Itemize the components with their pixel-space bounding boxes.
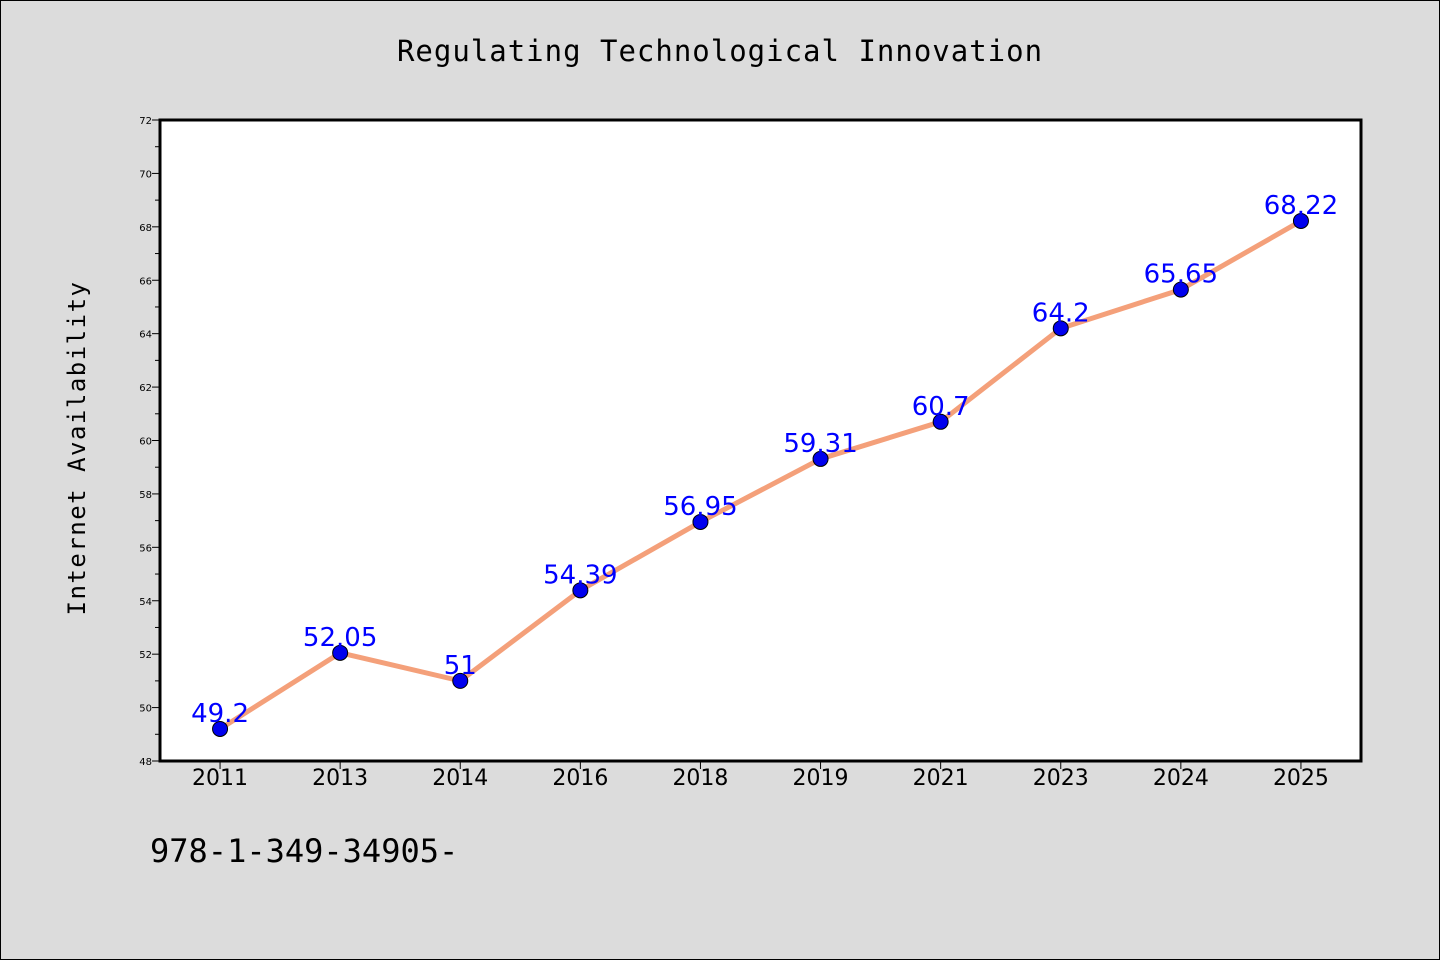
- data-labels: 49.2 52.05 51 54.39 56.95 59.31 60.7 64.2 65.65 6…: [191, 191, 1338, 729]
- data-label: 49.2: [191, 699, 249, 729]
- x-tick-label: 2019: [793, 766, 849, 791]
- data-label: 56.95: [663, 492, 737, 522]
- data-point: [212, 720, 229, 737]
- y-axis: 48 50 52 54 56 58 60 62 64 66 68 70 72: [139, 116, 160, 768]
- y-tick-label: 72: [139, 116, 152, 127]
- data-point: [1172, 281, 1189, 298]
- data-label: 51: [444, 651, 477, 681]
- chart-title: Regulating Technological Innovation: [396, 34, 1044, 68]
- y-tick-label: 66: [139, 276, 152, 287]
- plot-frame: [158, 118, 1363, 763]
- x-tick-label: 2024: [1153, 766, 1209, 791]
- data-label: 59.31: [783, 429, 857, 459]
- y-tick-label: 58: [139, 490, 152, 501]
- y-tick-label: 54: [139, 597, 152, 608]
- x-tick-label: 2018: [672, 766, 728, 791]
- data-label: 64.2: [1032, 298, 1090, 328]
- y-tick-label: 64: [139, 330, 152, 341]
- data-label: 65.65: [1144, 260, 1218, 290]
- x-tick-label: 2013: [312, 766, 368, 791]
- x-tick-label: 2014: [432, 766, 488, 791]
- y-tick-label: 52: [139, 650, 152, 661]
- data-point: [1052, 320, 1069, 337]
- data-point: [332, 644, 349, 661]
- y-tick-label: 56: [139, 543, 152, 554]
- data-label: 54.39: [543, 560, 617, 590]
- data-point: [692, 513, 709, 530]
- x-tick-label: 2023: [1033, 766, 1089, 791]
- data-point: [812, 450, 829, 467]
- x-tick-label: 2016: [552, 766, 608, 791]
- y-tick-label: 48: [139, 757, 152, 768]
- x-tick-label: 2011: [192, 766, 248, 791]
- data-points: [212, 212, 1309, 737]
- data-point: [932, 413, 949, 430]
- series-line: [217, 218, 1304, 732]
- x-axis: 2011 2013 2014 2016 2018 2019 2021 2023 2024 2025: [192, 761, 1329, 791]
- y-tick-label: 62: [139, 383, 152, 394]
- data-point: [1292, 212, 1309, 229]
- x-tick-label: 2025: [1273, 766, 1329, 791]
- data-label: 68.22: [1264, 191, 1338, 221]
- y-tick-label: 60: [139, 437, 152, 448]
- y-tick-label: 50: [139, 704, 152, 715]
- data-label: 52.05: [303, 623, 377, 653]
- data-label: 60.7: [912, 392, 970, 422]
- y-tick-label: 70: [139, 169, 152, 180]
- y-tick-label: 68: [139, 223, 152, 234]
- plot-area: [160, 120, 1361, 761]
- data-point: [452, 672, 469, 689]
- data-point: [572, 582, 589, 599]
- x-tick-label: 2021: [913, 766, 969, 791]
- isbn-text: 978-1-349-34905-: [150, 832, 459, 870]
